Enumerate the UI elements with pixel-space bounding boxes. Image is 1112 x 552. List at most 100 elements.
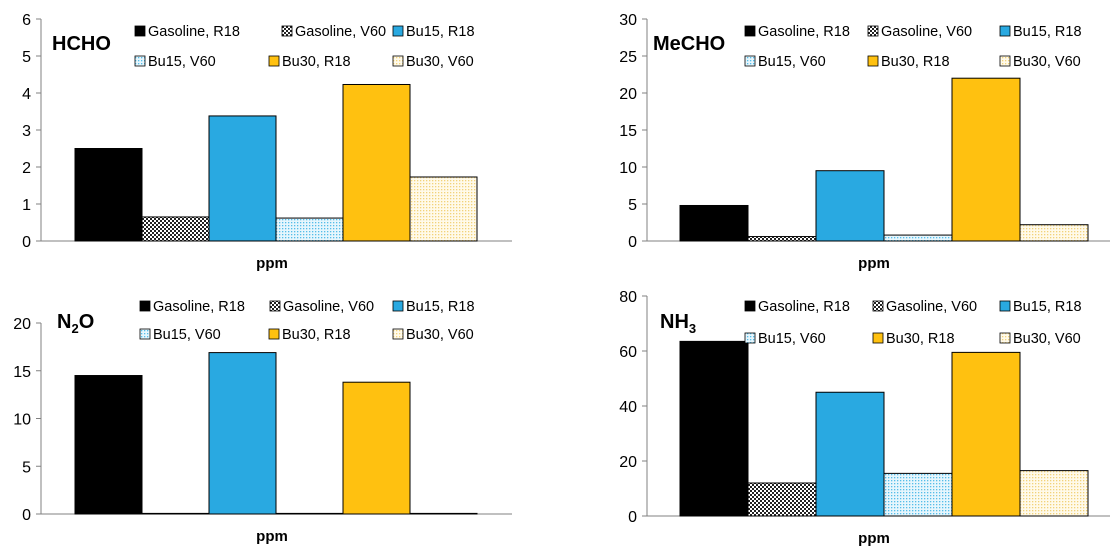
y-tick-label: 80 [619, 289, 637, 306]
bar-bu15-r18 [208, 352, 277, 515]
legend-label: Bu15, V60 [758, 54, 826, 70]
legend-label: Gasoline, V60 [886, 299, 977, 315]
bar-bu15-v60 [883, 472, 953, 517]
legend-label: Gasoline, R18 [148, 24, 240, 40]
bar-bu30-r18 [951, 77, 1021, 242]
legend-label: Bu15, R18 [1013, 299, 1082, 315]
legend-label: Bu15, R18 [406, 24, 475, 40]
chart-title: HCHO [52, 33, 111, 55]
legend-label: Bu30, V60 [1013, 54, 1081, 70]
y-tick-label: 10 [619, 160, 637, 177]
legend-label: Gasoline, R18 [758, 299, 850, 315]
y-tick-label: 30 [619, 12, 637, 29]
y-tick-label: 0 [628, 234, 637, 251]
y-tick-label: 25 [619, 49, 637, 66]
bar-bu15-r18 [815, 391, 885, 517]
legend-swatch-bu15-v60 [139, 328, 151, 340]
x-axis-label: ppm [256, 255, 288, 272]
legend-swatch-bu15-v60 [744, 55, 756, 67]
legend-label: Gasoline, R18 [758, 24, 850, 40]
legend-label: Gasoline, V60 [881, 24, 972, 40]
legend-label: Bu15, V60 [153, 327, 221, 343]
bar-gasoline-r18 [679, 340, 749, 517]
legend-swatch-bu30-r18 [872, 332, 884, 344]
bar-gasoline-v60 [141, 216, 210, 242]
legend-label: Gasoline, R18 [153, 299, 245, 315]
x-axis-label: ppm [256, 528, 288, 545]
chart-panel-4: 0 20 40 60 80 ppm NH3 Gasoline, R18 Gasoline, V6… [619, 289, 1110, 547]
y-tick-label: 5 [22, 459, 31, 476]
y-tick-label: 10 [13, 412, 31, 429]
bar-bu30-v60 [409, 176, 478, 242]
legend-swatch-gasoline-r18 [744, 25, 756, 37]
y-tick-label: 1 [22, 197, 31, 214]
legend-swatch-bu30-r18 [268, 55, 280, 67]
legend-label: Gasoline, V60 [283, 299, 374, 315]
legend-swatch-gasoline-r18 [134, 25, 146, 37]
legend-swatch-bu30-v60 [999, 332, 1011, 344]
legend-swatch-bu30-v60 [392, 55, 404, 67]
bar-bu30-v60 [409, 512, 478, 515]
y-tick-label: 3 [22, 123, 31, 140]
y-tick-label: 20 [13, 316, 31, 333]
chart-panel-2: 0 5 10 15 20 25 30 ppm MeCHO Gasoline, R18 Gasolin… [619, 12, 1110, 272]
legend-label: Bu30, R18 [881, 54, 950, 70]
bar-gasoline-v60 [747, 482, 817, 517]
y-tick-label: 4 [22, 86, 31, 103]
bar-bu30-r18 [342, 83, 411, 242]
legend-swatch-bu30-r18 [268, 328, 280, 340]
legend-label: Bu30, V60 [406, 54, 474, 70]
y-tick-label: 0 [628, 509, 637, 526]
y-tick-label: 40 [619, 399, 637, 416]
legend-swatch-bu30-v60 [999, 55, 1011, 67]
bar-bu30-v60 [1019, 470, 1089, 517]
legend-label: Bu30, R18 [886, 331, 955, 347]
bar-bu15-v60 [275, 512, 344, 515]
chart-title: MeCHO [653, 33, 725, 55]
y-tick-label: 0 [22, 234, 31, 251]
y-tick-label: 0 [22, 507, 31, 524]
bar-bu15-r18 [208, 115, 277, 242]
chart-title: N2O [57, 311, 94, 336]
y-tick-label: 5 [628, 197, 637, 214]
legend-swatch-gasoline-v60 [867, 25, 879, 37]
legend-swatch-bu15-r18 [999, 300, 1011, 312]
legend-label: Bu15, R18 [406, 299, 475, 315]
legend-swatch-bu30-r18 [867, 55, 879, 67]
bar-bu30-r18 [342, 381, 411, 515]
bar-bu15-r18 [815, 170, 885, 242]
chart-panel-3: 0 5 10 15 20 ppm N2O Gasoline, R18 Gasoline, V60… [13, 299, 512, 545]
x-axis-label: ppm [858, 530, 890, 547]
bar-gasoline-v60 [747, 236, 817, 242]
legend-swatch-bu15-r18 [392, 300, 404, 312]
legend-swatch-gasoline-v60 [269, 300, 281, 312]
legend-swatch-bu15-r18 [999, 25, 1011, 37]
bar-bu30-r18 [951, 351, 1021, 517]
y-tick-label: 20 [619, 454, 637, 471]
legend-label: Bu30, V60 [1013, 331, 1081, 347]
bar-gasoline-r18 [679, 204, 749, 242]
legend-label: Bu15, V60 [758, 331, 826, 347]
legend-label: Bu15, V60 [148, 54, 216, 70]
legend-label: Bu30, R18 [282, 54, 351, 70]
y-tick-label: 2 [22, 160, 31, 177]
bar-bu30-v60 [1019, 224, 1089, 242]
legend-swatch-gasoline-r18 [139, 300, 151, 312]
legend-swatch-bu15-v60 [744, 332, 756, 344]
chart-panel-1: 0 1 2 3 4 5 6 ppm HCHO Gasoline, R18 Gasoline, V60… [22, 12, 512, 272]
legend-swatch-bu15-v60 [134, 55, 146, 67]
y-tick-label: 6 [22, 12, 31, 29]
bar-bu15-v60 [275, 217, 344, 242]
legend-swatch-gasoline-v60 [872, 300, 884, 312]
x-axis-label: ppm [858, 255, 890, 272]
y-tick-label: 20 [619, 86, 637, 103]
y-tick-label: 15 [619, 123, 637, 140]
y-tick-label: 15 [13, 364, 31, 381]
y-tick-label: 60 [619, 344, 637, 361]
bar-gasoline-r18 [74, 148, 143, 242]
legend-label: Bu30, R18 [282, 327, 351, 343]
bar-bu15-v60 [883, 234, 953, 242]
legend-swatch-bu15-r18 [392, 25, 404, 37]
